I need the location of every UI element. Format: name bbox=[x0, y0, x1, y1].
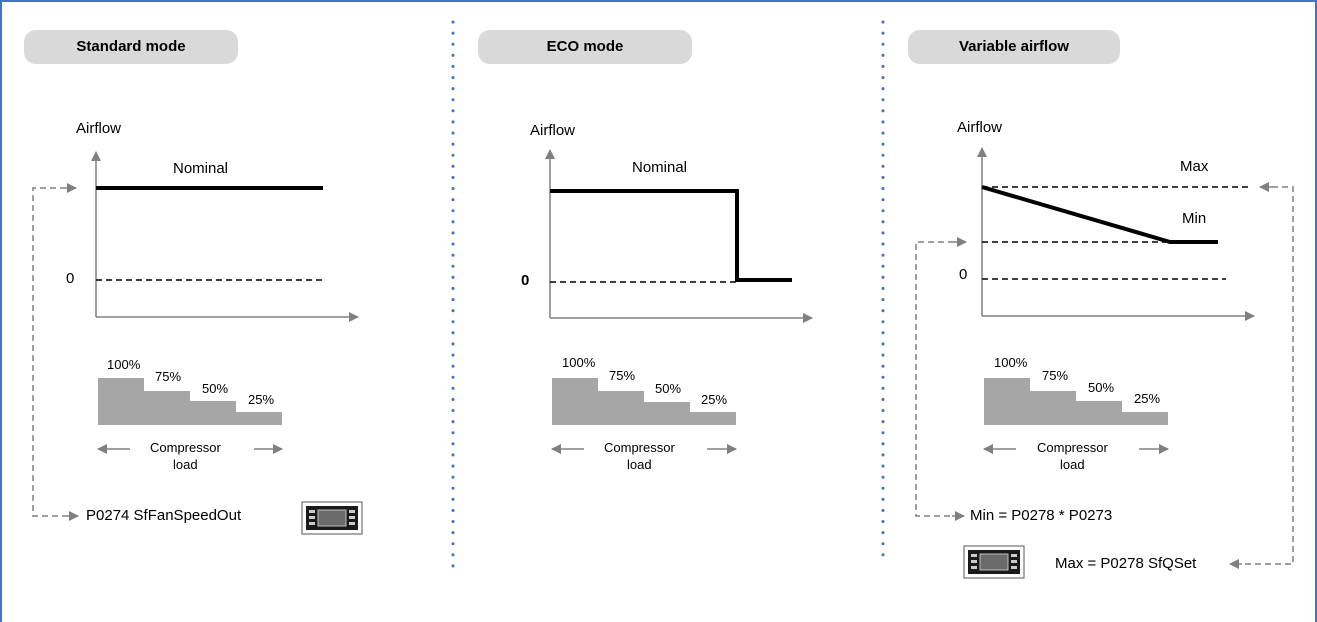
load-caption: load bbox=[627, 457, 652, 472]
min-formula: Min = P0278 * P0273 bbox=[970, 507, 1113, 524]
load-step-25: 25% bbox=[1134, 391, 1161, 406]
compressor-caption: Compressor bbox=[150, 440, 221, 455]
nominal-label: Nominal bbox=[632, 159, 688, 176]
variable-airflow-title: Variable airflow bbox=[908, 30, 1120, 64]
nominal-step-line bbox=[550, 189, 792, 282]
controller-device-icon bbox=[301, 501, 363, 535]
eco-mode-title: ECO mode bbox=[478, 30, 692, 64]
zero-label: 0 bbox=[66, 270, 75, 287]
load-step-50: 50% bbox=[1088, 380, 1115, 395]
min-dashed-connector bbox=[915, 241, 954, 517]
max-dashed-connector bbox=[1242, 186, 1294, 565]
parameter-text: P0274 SfFanSpeedOut bbox=[86, 507, 242, 524]
load-caption: load bbox=[173, 457, 198, 472]
compressor-load-bars bbox=[98, 378, 282, 425]
load-step-100: 100% bbox=[994, 355, 1028, 370]
compressor-caption: Compressor bbox=[604, 440, 675, 455]
load-step-50: 50% bbox=[202, 381, 229, 396]
eco-mode-chart bbox=[545, 149, 813, 454]
compressor-load-bars bbox=[984, 378, 1168, 425]
load-step-100: 100% bbox=[562, 355, 596, 370]
variable-airflow-chart bbox=[915, 147, 1294, 569]
load-step-75: 75% bbox=[609, 368, 636, 383]
compressor-load-bars bbox=[552, 378, 736, 425]
zero-label: 0 bbox=[521, 272, 530, 289]
standard-mode-chart bbox=[32, 151, 359, 521]
standard-mode-title: Standard mode bbox=[24, 30, 238, 64]
max-formula: Max = P0278 SfQSet bbox=[1055, 555, 1197, 572]
y-axis-label: Airflow bbox=[530, 122, 576, 139]
compressor-caption: Compressor bbox=[1037, 440, 1108, 455]
min-label: Min bbox=[1182, 210, 1207, 227]
y-axis-label: Airflow bbox=[76, 120, 122, 137]
y-axis-label: Airflow bbox=[957, 119, 1003, 136]
load-step-50: 50% bbox=[655, 381, 682, 396]
load-step-75: 75% bbox=[1042, 368, 1069, 383]
max-label: Max bbox=[1180, 158, 1209, 175]
load-step-25: 25% bbox=[701, 392, 728, 407]
dashed-connector bbox=[32, 187, 66, 517]
nominal-label: Nominal bbox=[173, 160, 229, 177]
controller-device-icon bbox=[963, 545, 1025, 579]
load-step-100: 100% bbox=[107, 357, 141, 372]
zero-label: 0 bbox=[959, 266, 968, 283]
load-step-75: 75% bbox=[155, 369, 182, 384]
load-step-25: 25% bbox=[248, 392, 275, 407]
load-caption: load bbox=[1060, 457, 1085, 472]
variable-airflow-curve bbox=[981, 185, 1218, 244]
